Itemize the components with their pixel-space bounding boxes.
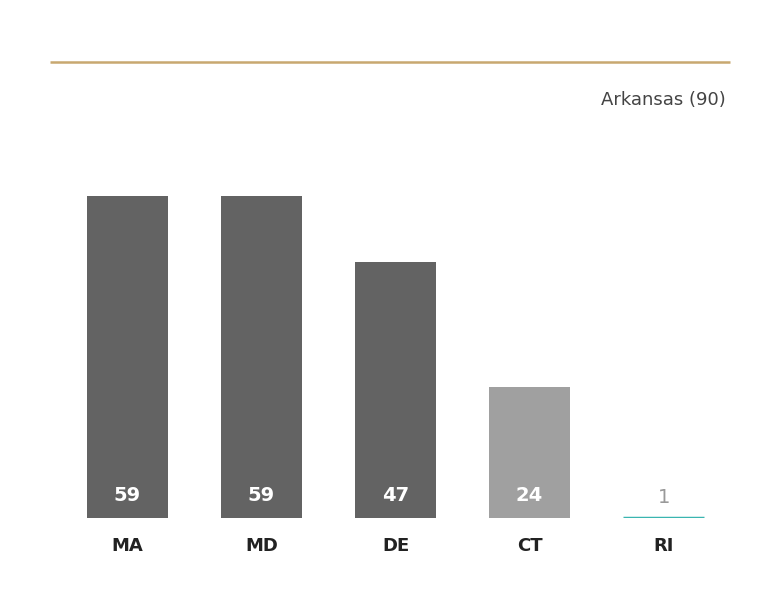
Text: Arkansas (90): Arkansas (90) bbox=[601, 91, 726, 110]
Text: RI: RI bbox=[654, 537, 674, 555]
Text: 59: 59 bbox=[114, 486, 141, 505]
Bar bbox=[489, 388, 570, 518]
Bar bbox=[88, 196, 167, 518]
Text: 24: 24 bbox=[516, 486, 543, 505]
Text: DE: DE bbox=[382, 537, 409, 555]
Text: CT: CT bbox=[517, 537, 542, 555]
Bar bbox=[221, 196, 302, 518]
Text: 59: 59 bbox=[248, 486, 275, 505]
Bar bbox=[356, 262, 435, 518]
Text: MA: MA bbox=[111, 537, 144, 555]
Text: 47: 47 bbox=[382, 486, 409, 505]
Text: 1: 1 bbox=[657, 488, 670, 507]
Text: MD: MD bbox=[245, 537, 278, 555]
